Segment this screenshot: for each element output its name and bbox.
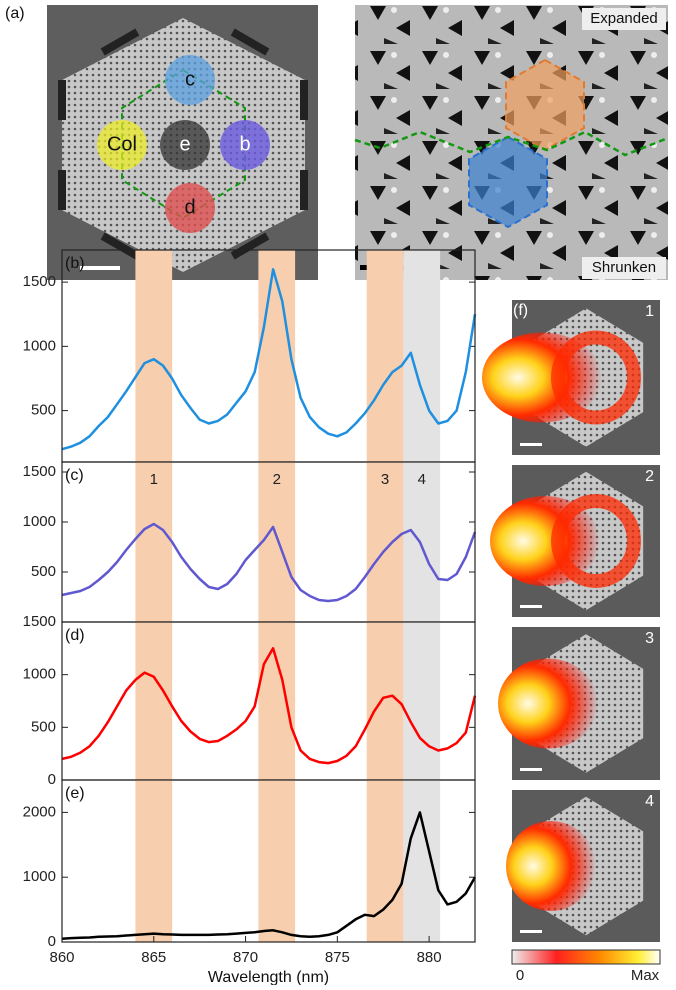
band [135,622,172,780]
map-label: 4 [645,793,654,810]
band [258,622,295,780]
band [135,250,172,462]
region-label: b [239,133,250,155]
map-label: 1 [645,303,654,320]
image-label: Shrunken [592,259,656,276]
colorbar [512,950,660,964]
map-field [506,821,596,911]
sem-image-right [355,5,668,280]
figure: (a) c Col e b d Expanded Shrunken 1 2 3 4 (… [0,0,676,985]
band-label: 2 [273,471,281,488]
x-tick-label: 880 [417,949,442,966]
panel-label: (a) [5,5,25,22]
scale-bar [520,930,542,933]
image-label: Expanded [590,10,658,27]
band [367,780,404,942]
y-tick-label: 0 [48,933,56,950]
band [135,780,172,942]
x-tick-label: 865 [141,949,166,966]
y-tick-label: 1000 [23,666,56,683]
field-maps: 1 2 3 4 [482,300,660,942]
panel-label: (b) [65,255,85,272]
x-tick-label: 870 [233,949,258,966]
y-tick-label: 1000 [23,337,56,354]
band [403,622,440,780]
panel-label: (d) [65,627,85,644]
band-label: 1 [150,471,158,488]
colorbar-label: 0 [516,967,524,984]
scale-bar [520,443,542,446]
colorbar-label: Max [631,967,660,984]
scale-bar [520,605,542,608]
spectra: 500 1000 1500 (b) 1 2 3 4 500 1000 1500 (c) 0 500 1000… [23,250,475,985]
y-tick-label: 500 [31,718,56,735]
panel-label: (e) [65,785,85,802]
map-field [498,659,598,749]
band [403,780,440,942]
region-label: c [185,68,195,90]
y-tick-label: 1000 [23,868,56,885]
band-label: 3 [381,471,389,488]
x-tick-label: 860 [49,949,74,966]
y-tick-label: 1500 [23,463,56,480]
y-tick-label: 500 [31,563,56,580]
y-tick-label: 1500 [23,273,56,290]
y-tick-label: 1500 [23,613,56,630]
scale-bar [520,768,542,771]
region-label: Col [107,133,137,155]
x-axis-label: Wavelength (nm) [208,969,329,985]
y-tick-label: 2000 [23,803,56,820]
map-label: 3 [645,630,654,647]
map-label: 2 [645,468,654,485]
band [367,250,404,462]
panel-label: (c) [65,467,84,484]
x-tick-label: 875 [325,949,350,966]
band [258,780,295,942]
y-tick-label: 1000 [23,513,56,530]
panel-label: (f) [513,302,528,319]
region-label: d [184,196,195,218]
band-label: 4 [418,471,426,488]
y-tick-label: 500 [31,402,56,419]
region-label: e [179,133,190,155]
y-tick-label: 0 [48,771,56,788]
